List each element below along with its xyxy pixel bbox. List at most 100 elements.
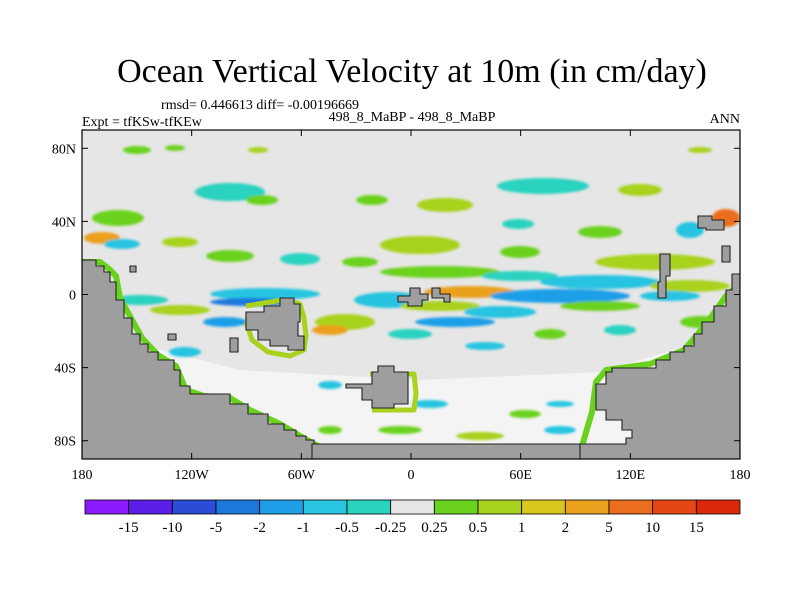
blob	[280, 253, 320, 265]
colorbar-swatch	[695, 499, 741, 515]
colorbar-swatch	[302, 499, 348, 515]
land-islet	[229, 337, 239, 353]
colorbar-label: 10	[645, 520, 660, 536]
blob	[318, 426, 342, 434]
blob	[150, 305, 210, 315]
y-tick-label: 0	[69, 289, 76, 304]
colorbar-label: -0.5	[335, 520, 359, 536]
land-equatorial-island-west	[397, 287, 429, 307]
land-islet	[129, 265, 137, 273]
land-northern-island	[697, 215, 725, 231]
land-island-chain	[657, 253, 671, 299]
y-tick-label: 40N	[52, 215, 76, 230]
chart-title: Ocean Vertical Velocity at 10m (in cm/da…	[117, 53, 707, 90]
blob	[595, 254, 715, 270]
x-tick-label: 60W	[288, 468, 316, 483]
blob	[688, 147, 712, 153]
blob	[417, 198, 473, 212]
blob	[380, 236, 460, 254]
map-field	[82, 130, 740, 459]
blob	[650, 280, 730, 292]
colorbar-label: -10	[162, 520, 182, 536]
x-tick-label: 120W	[175, 468, 210, 483]
blob	[509, 410, 541, 418]
blob	[210, 288, 320, 300]
colorbar-label: 1	[518, 520, 526, 536]
colorbar-swatch	[128, 499, 173, 515]
land-equatorial-island-east	[431, 287, 451, 303]
blob	[195, 183, 265, 201]
land-small-island-east	[721, 245, 731, 263]
y-tick-label: 80N	[52, 142, 76, 157]
blob	[490, 289, 630, 303]
blob	[500, 246, 540, 258]
blob	[206, 250, 254, 262]
blob	[342, 257, 378, 267]
land-central-continent	[245, 297, 305, 351]
x-tick-label: 120E	[616, 468, 646, 483]
land-masses	[82, 215, 740, 459]
blob	[169, 347, 201, 357]
blob	[378, 426, 422, 434]
blob	[412, 400, 448, 408]
y-tick-label: 40S	[54, 362, 76, 377]
x-tick-label: 0	[408, 468, 415, 483]
blob	[676, 222, 704, 238]
blob	[540, 275, 660, 289]
colorbar-swatch	[346, 499, 392, 515]
blob	[165, 145, 185, 151]
colorbar-swatch	[433, 499, 479, 515]
land-eastern-continent	[579, 273, 740, 459]
blob	[162, 237, 198, 247]
blob	[618, 184, 662, 196]
blob	[248, 147, 268, 153]
colorbar-swatch	[259, 499, 304, 515]
colorbar-swatch	[521, 499, 566, 515]
colorbar-label: -5	[210, 520, 223, 536]
colorbar-label: -0.25	[375, 520, 406, 536]
colorbar-swatch	[608, 499, 654, 515]
colorbar-swatch	[84, 499, 130, 515]
blob	[312, 325, 348, 335]
blob	[464, 306, 536, 318]
colorbar-label: 5	[605, 520, 613, 536]
blob	[380, 266, 500, 278]
x-tick-label: 180	[72, 468, 93, 483]
experiment-label: Expt = tfKSw-tfKEw	[82, 115, 203, 130]
blob	[356, 195, 388, 205]
blob	[246, 195, 278, 205]
blob	[578, 226, 622, 238]
land-southern-island	[345, 365, 409, 409]
y-axis: 80N 40N 0 40S 80S	[52, 142, 740, 450]
x-axis: 180 120W 60W 0 60E 120E 180	[72, 130, 751, 483]
colorbar-label: 15	[689, 520, 704, 536]
blob	[203, 317, 247, 327]
blob	[388, 329, 432, 339]
colorbar-swatch	[564, 499, 610, 515]
blob	[560, 301, 640, 311]
land-americas-pacific-margin	[82, 259, 327, 459]
colorbar-label: 0.25	[421, 520, 447, 536]
blob	[112, 295, 168, 305]
x-tick-label: 60E	[509, 468, 532, 483]
velocity-blobs	[84, 145, 740, 445]
colorbar-label: 2	[562, 520, 570, 536]
blob	[456, 432, 504, 440]
blob	[482, 271, 558, 281]
blob	[502, 219, 534, 229]
colorbar-swatch	[171, 499, 217, 515]
y-tick-label: 80S	[54, 435, 76, 450]
season-label: ANN	[710, 112, 740, 127]
x-tick-label: 180	[730, 468, 751, 483]
case-label: 498_8_MaBP - 498_8_MaBP	[329, 110, 496, 125]
blob	[604, 325, 636, 335]
blob	[465, 342, 505, 350]
colorbar-swatch	[652, 499, 697, 515]
colorbar-label: 0.5	[469, 520, 488, 536]
blob	[318, 381, 342, 389]
land-antarctica	[311, 443, 581, 459]
blob	[544, 426, 576, 434]
land-islet	[167, 333, 177, 341]
blob	[415, 317, 495, 327]
